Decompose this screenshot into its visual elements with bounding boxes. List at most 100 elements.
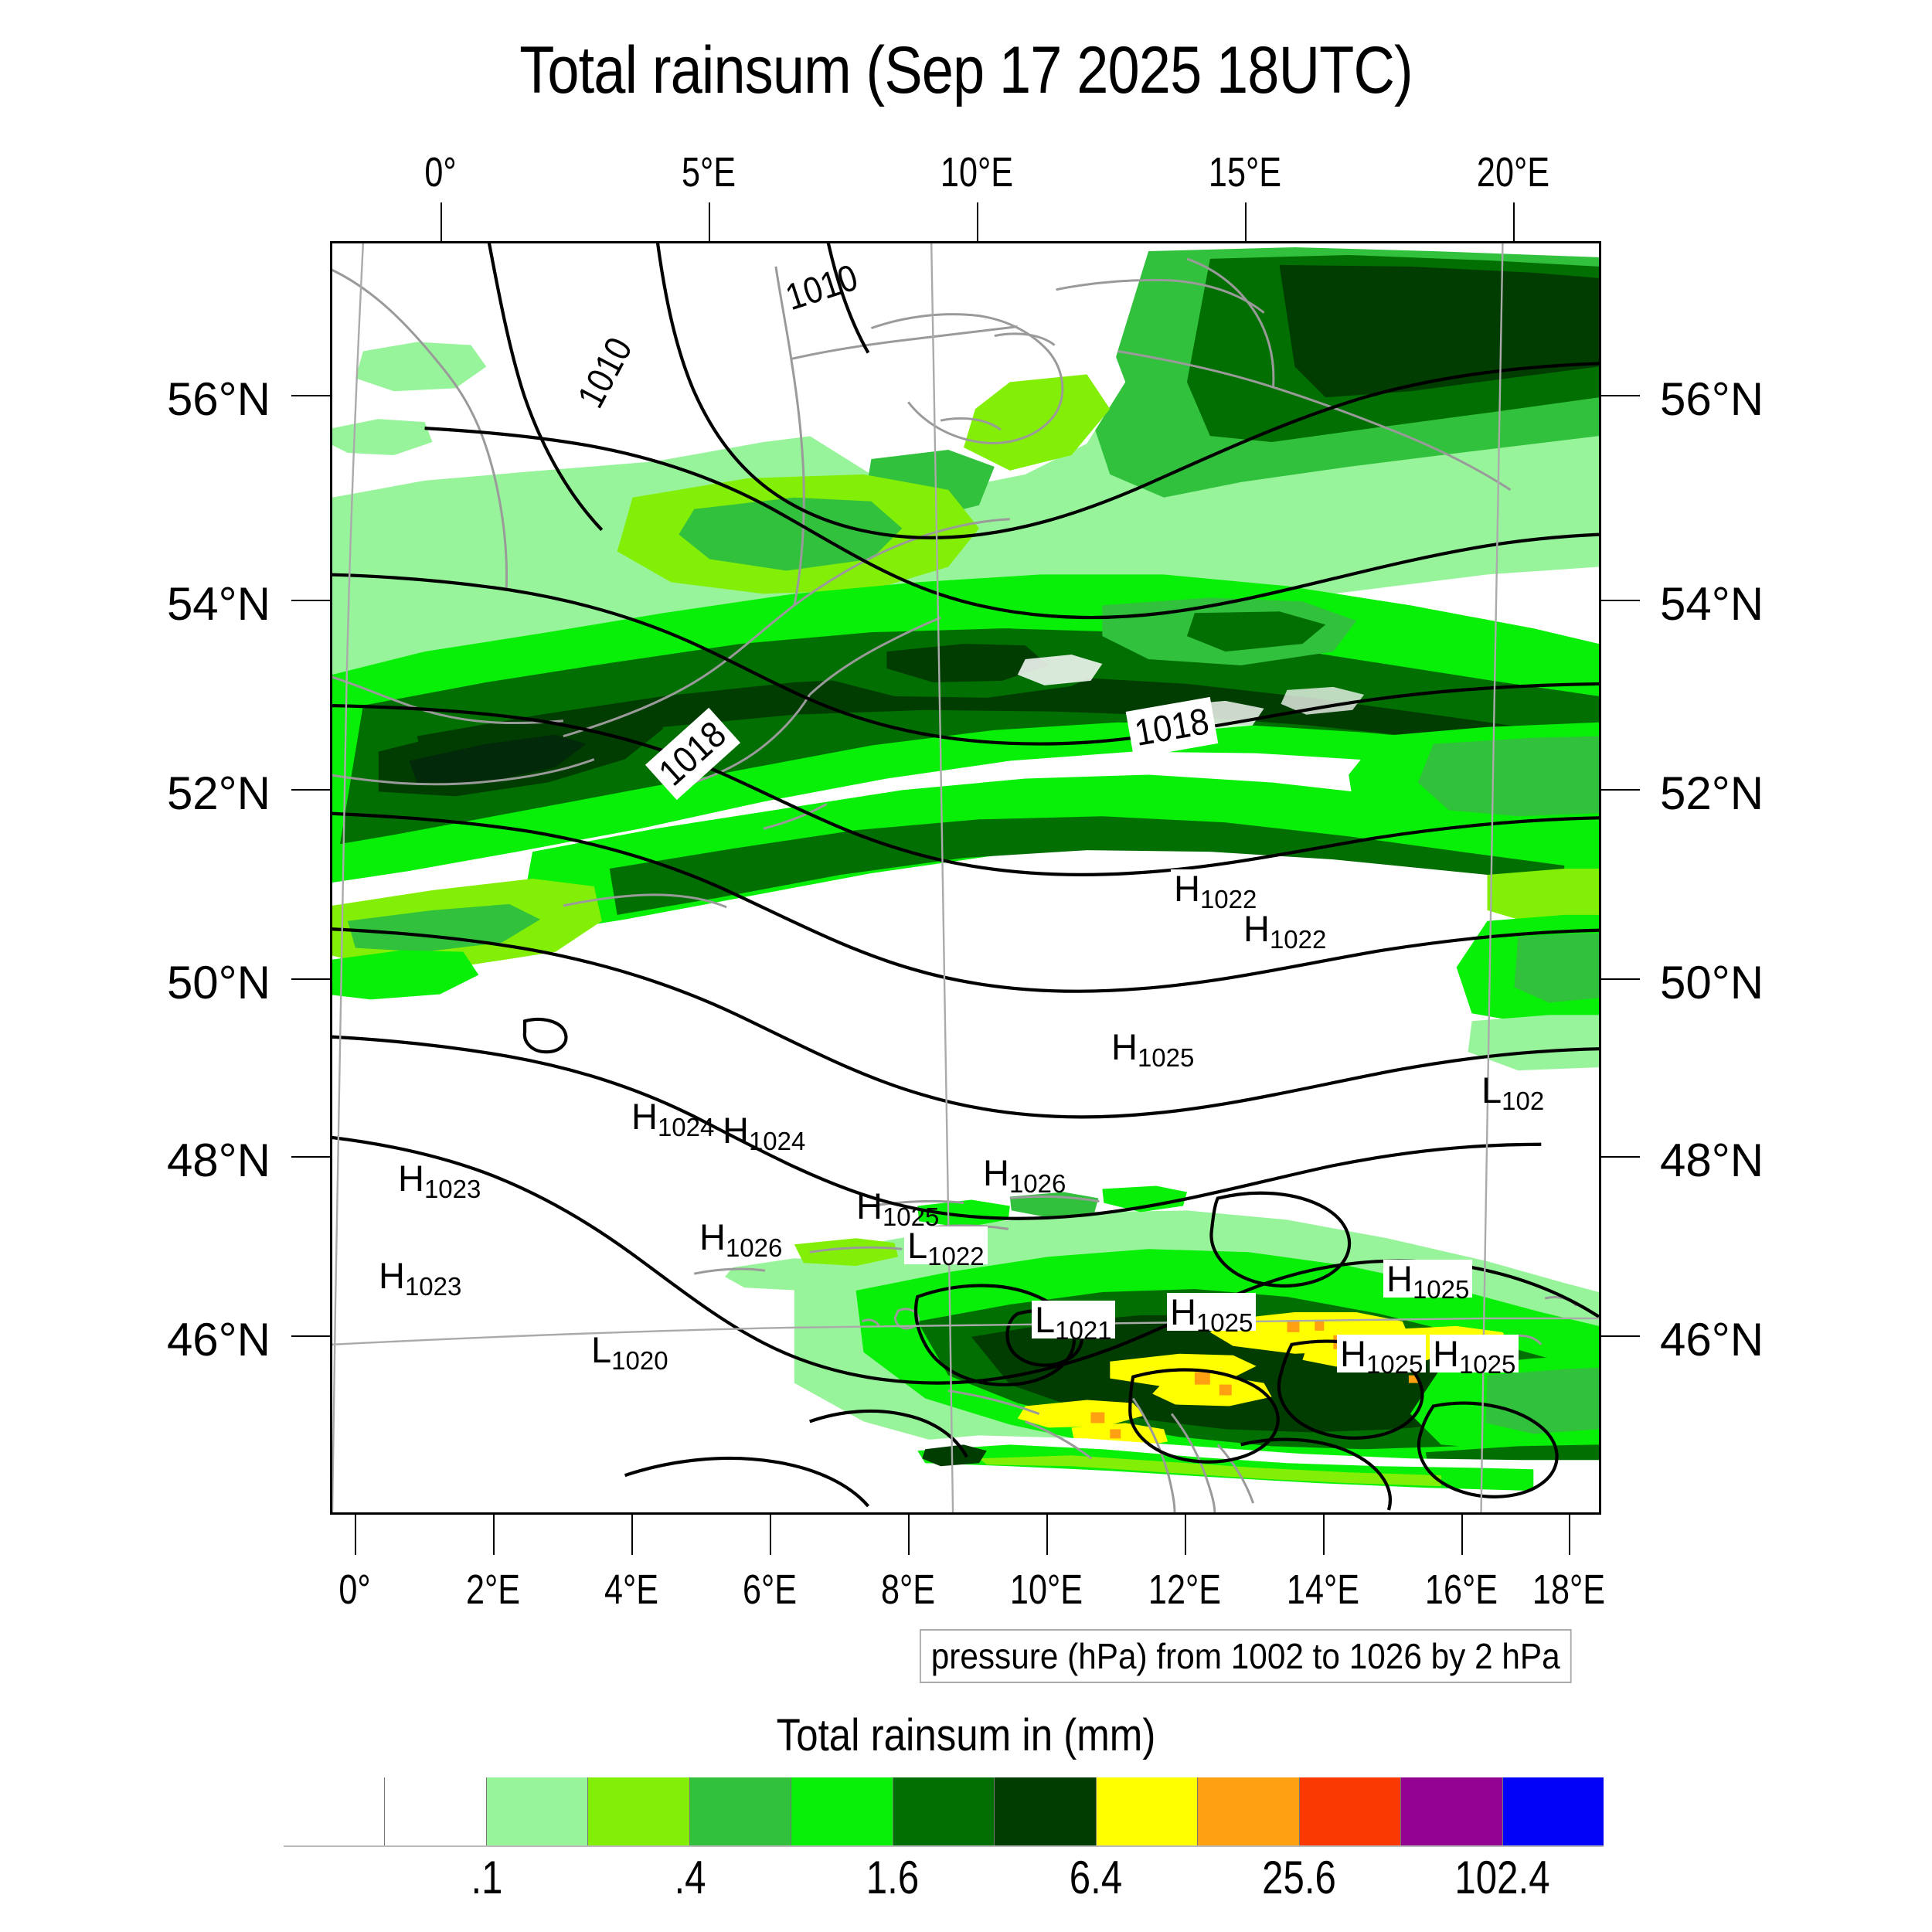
bottom-axis-label-12: 12°E bbox=[1148, 1566, 1222, 1613]
top-axis-label-15: 15°E bbox=[1208, 149, 1282, 196]
pressure-extremum-h-1022-b: H1022 bbox=[1240, 910, 1330, 952]
left-tick-52 bbox=[291, 789, 330, 791]
colorbar-swatch-6[interactable] bbox=[893, 1777, 995, 1845]
bottom-tick-12 bbox=[1185, 1515, 1186, 1555]
pressure-extremum-h-1023-a: H1023 bbox=[398, 1158, 481, 1203]
bottom-axis-label-4: 4°E bbox=[604, 1566, 659, 1613]
left-axis-label-48n: 48°N bbox=[166, 1134, 270, 1186]
top-tick-20 bbox=[1513, 202, 1515, 241]
pressure-extremum-l-102: L102 bbox=[1481, 1070, 1545, 1115]
top-tick-5 bbox=[709, 202, 710, 241]
bottom-tick-0 bbox=[355, 1515, 356, 1555]
bottom-tick-8 bbox=[908, 1515, 910, 1555]
right-axis-label-56n: 56°N bbox=[1660, 373, 1764, 425]
bottom-axis-label-16: 16°E bbox=[1424, 1566, 1498, 1613]
colorbar-label-0: .1 bbox=[471, 1852, 503, 1903]
colorbar-swatch-3[interactable] bbox=[588, 1777, 690, 1845]
pressure-extremum-h-1023-b: H1023 bbox=[379, 1255, 462, 1301]
right-axis-label-52n: 52°N bbox=[1660, 767, 1764, 819]
bottom-axis-label-6: 6°E bbox=[742, 1566, 798, 1613]
top-axis-label-0: 0° bbox=[424, 149, 457, 196]
right-axis-label-48n: 48°N bbox=[1660, 1134, 1764, 1186]
colorbar-label-3: 6.4 bbox=[1069, 1852, 1123, 1903]
colorbar-swatch-1[interactable] bbox=[385, 1777, 487, 1845]
pressure-legend-box: pressure (hPa) from 1002 to 1026 by 2 hP… bbox=[920, 1629, 1572, 1683]
left-axis-label-52n: 52°N bbox=[166, 767, 270, 819]
left-tick-54 bbox=[291, 600, 330, 601]
colorbar-label-5: 102.4 bbox=[1454, 1852, 1550, 1903]
top-axis-label-10: 10°E bbox=[940, 149, 1014, 196]
left-tick-46 bbox=[291, 1335, 330, 1337]
left-axis-label-46n: 46°N bbox=[166, 1314, 270, 1366]
top-tick-15 bbox=[1245, 202, 1247, 241]
map-canvas bbox=[332, 243, 1599, 1512]
pressure-extremum-l-1021: L1021 bbox=[1032, 1301, 1115, 1343]
left-axis-label-54n: 54°N bbox=[166, 578, 270, 630]
bottom-tick-2 bbox=[493, 1515, 495, 1555]
top-tick-0 bbox=[440, 202, 442, 241]
pressure-extremum-h-1022-a: H1022 bbox=[1171, 869, 1260, 912]
top-axis-label-20: 20°E bbox=[1476, 149, 1550, 196]
colorbar-swatch-0[interactable] bbox=[284, 1777, 386, 1845]
pressure-extremum-h-1024-b: H1024 bbox=[723, 1110, 806, 1155]
colorbar-swatch-7[interactable] bbox=[995, 1777, 1097, 1845]
right-axis-label-50n: 50°N bbox=[1660, 957, 1764, 1009]
colorbar[interactable] bbox=[284, 1777, 1604, 1847]
left-tick-56 bbox=[291, 395, 330, 396]
bottom-tick-6 bbox=[770, 1515, 771, 1555]
pressure-extremum-h-1025-d: H1025 bbox=[1167, 1293, 1257, 1335]
left-tick-48 bbox=[291, 1156, 330, 1158]
colorbar-tick-labels: .1 .4 1.6 6.4 25.6 102.4 bbox=[284, 1851, 1604, 1905]
colorbar-title: Total rainsum in (mm) bbox=[776, 1710, 1156, 1760]
left-tick-50 bbox=[291, 978, 330, 980]
bottom-tick-4 bbox=[631, 1515, 633, 1555]
left-axis-label-50n: 50°N bbox=[166, 957, 270, 1009]
colorbar-swatch-9[interactable] bbox=[1198, 1777, 1300, 1845]
pressure-extremum-h-1025-c: H1025 bbox=[1383, 1260, 1473, 1302]
colorbar-swatch-10[interactable] bbox=[1299, 1777, 1402, 1845]
colorbar-swatch-11[interactable] bbox=[1401, 1777, 1503, 1845]
pressure-extremum-h-1025-e: H1025 bbox=[1337, 1335, 1427, 1377]
left-axis-label-56n: 56°N bbox=[166, 373, 270, 425]
bottom-tick-16 bbox=[1461, 1515, 1463, 1555]
pressure-extremum-h-1026-a: H1026 bbox=[980, 1154, 1070, 1196]
pressure-extremum-h-1025-a: H1025 bbox=[1111, 1026, 1195, 1072]
pressure-extremum-l-1020: L1020 bbox=[591, 1329, 668, 1375]
right-tick-48 bbox=[1601, 1156, 1640, 1158]
bottom-axis-label-18: 18°E bbox=[1532, 1566, 1606, 1613]
top-tick-10 bbox=[977, 202, 978, 241]
right-tick-52 bbox=[1601, 789, 1640, 791]
top-axis-label-5: 5°E bbox=[681, 149, 736, 196]
colorbar-label-4: 25.6 bbox=[1261, 1852, 1336, 1903]
colorbar-swatch-5[interactable] bbox=[791, 1777, 893, 1845]
pressure-extremum-h-1024-a: H1024 bbox=[631, 1096, 715, 1141]
pressure-extremum-h-1026-b: H1026 bbox=[699, 1216, 783, 1262]
colorbar-label-2: 1.6 bbox=[866, 1852, 920, 1903]
map-plot-area[interactable]: 1010 1010 1018 1018 H1022 H1022 H1025 L1… bbox=[330, 241, 1601, 1515]
pressure-extremum-h-1025-f: H1025 bbox=[1430, 1335, 1519, 1377]
bottom-axis-label-14: 14°E bbox=[1286, 1566, 1360, 1613]
isobar-layer bbox=[332, 243, 1599, 1511]
bottom-axis-label-8: 8°E bbox=[880, 1566, 936, 1613]
right-tick-46 bbox=[1601, 1335, 1640, 1337]
colorbar-swatch-2[interactable] bbox=[486, 1777, 589, 1845]
colorbar-swatch-4[interactable] bbox=[689, 1777, 792, 1845]
bottom-tick-14 bbox=[1323, 1515, 1325, 1555]
bottom-axis-label-2: 2°E bbox=[465, 1566, 521, 1613]
bottom-axis-label-0: 0° bbox=[338, 1566, 371, 1613]
colorbar-swatch-8[interactable] bbox=[1096, 1777, 1199, 1845]
right-tick-54 bbox=[1601, 600, 1640, 601]
colorbar-swatches[interactable] bbox=[284, 1777, 1604, 1845]
pressure-extremum-l-1022: L1022 bbox=[904, 1226, 988, 1269]
bottom-axis-label-10: 10°E bbox=[1009, 1566, 1083, 1613]
page-title: Total rainsum (Sep 17 2025 18UTC) bbox=[519, 33, 1413, 107]
colorbar-label-1: .4 bbox=[674, 1852, 706, 1903]
right-tick-56 bbox=[1601, 395, 1640, 396]
pressure-extremum-h-1025-b: H1025 bbox=[856, 1185, 940, 1231]
bottom-tick-18 bbox=[1569, 1515, 1570, 1555]
right-tick-50 bbox=[1601, 978, 1640, 980]
right-axis-label-46n: 46°N bbox=[1660, 1314, 1764, 1366]
colorbar-swatch-12[interactable] bbox=[1502, 1777, 1604, 1845]
bottom-tick-10 bbox=[1046, 1515, 1048, 1555]
right-axis-label-54n: 54°N bbox=[1660, 578, 1764, 630]
